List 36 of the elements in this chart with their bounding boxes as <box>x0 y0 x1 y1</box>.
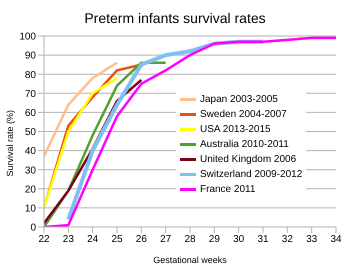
legend-label: France 2011 <box>200 183 256 197</box>
x-tick-label: 22 <box>38 234 50 246</box>
y-axis-title: Survival rate (%) <box>5 110 16 176</box>
y-tick-label: 50 <box>24 127 36 138</box>
legend-label: Australia 2010-2011 <box>200 138 289 152</box>
legend-label: USA 2013-2015 <box>200 123 271 137</box>
x-tick-label: 26 <box>136 234 148 246</box>
x-tick-label: 34 <box>330 234 342 246</box>
y-tick-label: 70 <box>24 88 36 100</box>
x-tick-label: 25 <box>111 234 123 246</box>
x-axis-title: Gestational weeks <box>153 255 228 265</box>
y-tick-label: 60 <box>24 108 36 119</box>
x-tick-label: 33 <box>306 234 318 246</box>
y-tick-label: 100 <box>19 32 36 43</box>
x-tick-label: 28 <box>184 234 196 246</box>
x-tick-label: 29 <box>208 234 220 246</box>
x-tick-label: 30 <box>233 234 245 246</box>
line-series <box>44 61 118 158</box>
x-tick-label: 24 <box>87 234 99 246</box>
y-tick-label: 30 <box>24 165 36 176</box>
y-tick-label: 20 <box>24 184 36 196</box>
y-tick-label: 90 <box>24 50 36 62</box>
y-tick-label: 0 <box>30 222 36 234</box>
legend-label: Switzerland 2009-2012 <box>200 168 302 182</box>
legend-label: United Kingdom 2006 <box>200 153 296 167</box>
y-tick-label: 10 <box>24 203 36 214</box>
x-tick-label: 23 <box>62 234 74 246</box>
line-series <box>44 76 118 210</box>
legend-label: Sweden 2004-2007 <box>200 108 287 122</box>
chart-title: Preterm infants survival rates <box>83 10 267 26</box>
x-tick-label: 31 <box>257 234 269 246</box>
x-tick-label: 27 <box>160 234 172 246</box>
y-tick-label: 80 <box>24 70 36 81</box>
x-tick-label: 32 <box>282 234 294 246</box>
legend-label: Japan 2003-2005 <box>200 93 278 107</box>
y-tick-label: 40 <box>24 146 36 158</box>
